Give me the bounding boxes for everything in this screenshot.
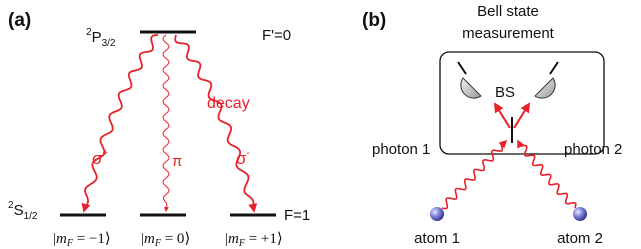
subscript: 1/2: [24, 211, 38, 222]
beam-splitter-label: BS: [495, 84, 515, 101]
panel-label: (b): [362, 10, 386, 31]
hyperfine-label: F'=0: [262, 27, 291, 44]
term: P: [92, 29, 102, 46]
ground-state-label: 2S1/2: [8, 200, 38, 222]
sublevel-label: |mF = −1⟩: [53, 231, 111, 249]
measurement-box: [440, 52, 604, 154]
detector: [535, 62, 558, 98]
photon-paths: [442, 141, 576, 209]
value: = +1: [245, 231, 277, 247]
subscript: 3/2: [102, 38, 116, 49]
symbol: m: [228, 231, 239, 247]
value: = −1: [73, 231, 105, 247]
sublevel-label: |mF = +1⟩: [225, 231, 283, 249]
wavy-arrow: [442, 141, 506, 209]
detector: [458, 62, 481, 98]
panel-label: (a): [8, 10, 31, 31]
atom-label: atom 2: [557, 230, 603, 247]
diagram: (a) 2P3/2 F'=0 2S1/2 F=1 decay σ+ π σ- |…: [0, 0, 641, 249]
term: S: [14, 202, 24, 219]
output-arrow: [495, 104, 510, 128]
transition-label: σ-: [236, 148, 250, 168]
symbol: σ: [92, 149, 103, 168]
measurement-title: Bell state: [477, 3, 539, 20]
superscript: +: [103, 148, 109, 159]
transition-label: π: [172, 153, 182, 170]
excited-state-label: 2P3/2: [86, 27, 116, 49]
symbol: m: [56, 231, 67, 247]
sublevel-labels: |mF = −1⟩ |mF = 0⟩ |mF = +1⟩: [53, 231, 283, 249]
atom: [573, 207, 587, 221]
sublevel-label: |mF = 0⟩: [141, 231, 190, 249]
wavy-arrow: [163, 35, 169, 211]
superscript: -: [247, 148, 250, 159]
value: = 0: [161, 231, 184, 247]
atom-label: atom 1: [414, 230, 460, 247]
wavy-arrow: [175, 35, 254, 211]
photon-label: photon 1: [372, 141, 430, 158]
symbol: m: [144, 231, 155, 247]
decay-label: decay: [207, 95, 250, 112]
output-arrow: [514, 104, 529, 128]
hyperfine-label: F=1: [284, 207, 310, 224]
measurement-title: measurement: [462, 25, 555, 42]
decay-paths: [84, 35, 254, 211]
transition-label: σ+: [92, 148, 109, 168]
photon-label: photon 2: [564, 141, 622, 158]
atom: [430, 207, 444, 221]
symbol: σ: [236, 149, 247, 168]
wavy-arrow: [84, 35, 158, 211]
